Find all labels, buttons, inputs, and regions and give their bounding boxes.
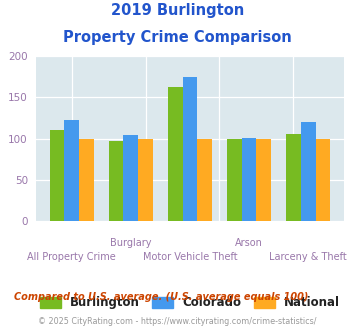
Bar — [286, 134, 301, 221]
Bar — [168, 86, 182, 221]
Text: Arson: Arson — [235, 238, 263, 248]
Text: Compared to U.S. average. (U.S. average equals 100): Compared to U.S. average. (U.S. average … — [14, 292, 308, 302]
Legend: Burlington, Colorado, National: Burlington, Colorado, National — [35, 292, 345, 314]
Bar — [197, 139, 212, 221]
Text: Motor Vehicle Theft: Motor Vehicle Theft — [143, 252, 237, 262]
Text: 2019 Burlington: 2019 Burlington — [111, 3, 244, 18]
Text: © 2025 CityRating.com - https://www.cityrating.com/crime-statistics/: © 2025 CityRating.com - https://www.city… — [38, 317, 317, 326]
Bar — [227, 139, 242, 221]
Text: Property Crime Comparison: Property Crime Comparison — [63, 30, 292, 45]
Bar — [301, 122, 316, 221]
Text: All Property Crime: All Property Crime — [27, 252, 116, 262]
Bar — [316, 139, 330, 221]
Bar — [109, 141, 124, 221]
Bar — [79, 139, 94, 221]
Bar — [50, 129, 64, 221]
Text: Larceny & Theft: Larceny & Theft — [269, 252, 347, 262]
Text: Burglary: Burglary — [110, 238, 152, 248]
Bar — [242, 138, 256, 221]
Bar — [182, 77, 197, 221]
Bar — [256, 139, 271, 221]
Bar — [64, 119, 79, 221]
Bar — [124, 135, 138, 221]
Bar — [138, 139, 153, 221]
